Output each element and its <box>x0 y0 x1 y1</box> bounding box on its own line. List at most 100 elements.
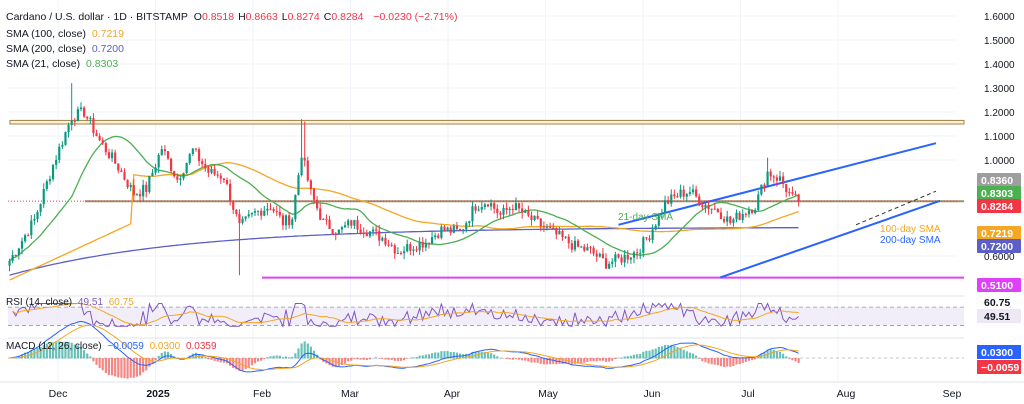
candle-body <box>222 178 226 180</box>
macd-histogram-bar <box>356 358 359 360</box>
candle-body <box>608 263 611 269</box>
candle <box>729 215 732 225</box>
macd-histogram-bar <box>235 358 238 370</box>
macd-histogram-bar <box>148 358 151 367</box>
macd-histogram-bar <box>375 357 378 359</box>
candle-body <box>747 210 751 215</box>
candle-body <box>201 161 204 165</box>
candle <box>185 162 188 174</box>
candle <box>104 141 107 156</box>
candles <box>8 83 800 276</box>
candle <box>480 201 483 213</box>
candle <box>778 170 782 182</box>
candle <box>580 245 583 248</box>
candle-body <box>266 208 269 211</box>
macd-histogram-bar <box>471 351 474 359</box>
time-tick-label: Sep <box>943 388 962 400</box>
macd-histogram-bar <box>194 352 198 359</box>
macd-histogram-bar <box>434 352 437 359</box>
time-tick-label: Jun <box>644 388 661 400</box>
candle <box>64 131 67 146</box>
macd-histogram-bar <box>204 357 207 359</box>
candle <box>707 200 710 215</box>
candle-body <box>496 208 499 214</box>
candle-body <box>123 171 126 180</box>
candle-body <box>210 168 213 173</box>
macd-histogram-bar <box>611 358 614 361</box>
macd-histogram-bar <box>757 356 760 359</box>
candle-body <box>104 143 107 153</box>
candle <box>170 157 173 174</box>
candle <box>474 203 477 214</box>
candle-body <box>446 227 449 231</box>
macd-histogram-bar <box>353 358 356 360</box>
candle-body <box>225 179 229 184</box>
candle-body <box>73 120 76 122</box>
candle-body <box>86 116 89 119</box>
candle <box>42 183 45 208</box>
macd-histogram-bar <box>496 356 499 359</box>
candle-body <box>738 212 741 220</box>
macd-histogram-bar <box>626 356 629 359</box>
candle-body <box>393 245 396 254</box>
candle-body <box>138 194 142 197</box>
candle-body <box>573 240 577 250</box>
macd-histogram-bar <box>337 358 340 367</box>
candle <box>772 174 775 184</box>
candle-body <box>750 210 754 214</box>
candle <box>343 221 347 228</box>
candle-body <box>114 152 117 164</box>
macd-histogram-bar <box>617 357 620 359</box>
macd-histogram-bar <box>424 354 427 359</box>
macd-histogram-bar <box>598 358 601 361</box>
candle <box>549 222 552 229</box>
candle-body <box>45 181 48 190</box>
macd-histogram-bar <box>73 344 76 359</box>
candle <box>511 204 514 215</box>
macd-histogram-bar <box>741 358 744 363</box>
rsi-value-tag: 60.75 <box>977 295 1021 309</box>
candle-body <box>362 232 365 234</box>
candle <box>51 164 55 182</box>
candle-body <box>260 210 263 216</box>
macd-histogram-bar <box>114 358 117 377</box>
sma100-line <box>9 162 799 281</box>
candle-body <box>232 201 235 210</box>
price-label-text: 0.8303 <box>981 188 1013 200</box>
candle <box>632 250 636 264</box>
candle-body <box>98 136 101 141</box>
macd-histogram-bar <box>89 356 92 359</box>
candle-body <box>390 244 393 246</box>
candle <box>235 209 238 217</box>
candle-body <box>126 179 129 188</box>
candle <box>465 221 468 233</box>
candle-body <box>499 213 502 215</box>
candle <box>620 254 623 266</box>
rsi-value: 49.51 <box>77 297 103 308</box>
macd-histogram-bar <box>688 352 692 359</box>
macd-histogram-bar <box>415 357 418 359</box>
ohlc-value: 0.8518 <box>201 11 235 23</box>
candle <box>744 212 747 218</box>
candle <box>452 223 455 234</box>
candle <box>564 235 567 239</box>
candle <box>138 189 142 203</box>
candle <box>281 213 285 230</box>
candle <box>797 193 800 207</box>
candle <box>58 143 61 164</box>
macd-histogram-bar <box>772 349 775 359</box>
candle <box>592 245 595 256</box>
candle-body <box>170 158 173 172</box>
macd-histogram-bar <box>76 345 79 359</box>
candle <box>151 169 154 177</box>
candle-body <box>61 144 64 147</box>
candle-body <box>247 214 250 217</box>
candle <box>732 217 735 227</box>
macd-histogram-bar <box>39 346 42 359</box>
macd-histogram-bar <box>769 349 772 359</box>
macd-histogram-bar <box>256 358 260 362</box>
candle-body <box>219 175 222 179</box>
candle-body <box>430 237 434 244</box>
candle-body <box>173 171 176 177</box>
